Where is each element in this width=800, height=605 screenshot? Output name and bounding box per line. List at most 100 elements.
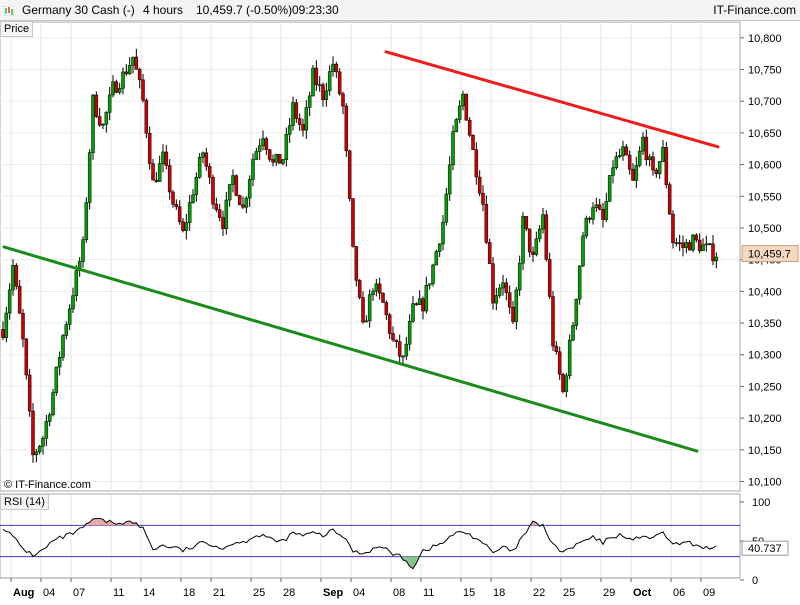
candle-body — [381, 292, 385, 303]
candle-body — [257, 145, 262, 152]
candle-body — [377, 283, 382, 294]
x-tick-label: 04 — [353, 587, 365, 599]
rsi-tick-label: 100 — [752, 497, 770, 509]
candle-body — [704, 243, 709, 246]
candle-body — [434, 251, 439, 266]
candle-body — [211, 177, 215, 205]
candle-body — [491, 263, 495, 304]
candle-body — [534, 238, 539, 255]
candle-body — [671, 213, 675, 244]
price-tick-label: 10,800 — [748, 33, 782, 45]
candle-body — [367, 294, 372, 322]
candle-body — [581, 235, 585, 267]
candle-body — [484, 203, 489, 243]
price-tick-label: 10,100 — [748, 476, 782, 488]
candle-body — [127, 65, 132, 75]
candle-body — [604, 201, 609, 220]
price-tick-label: 10,500 — [748, 223, 782, 235]
candle-body — [544, 214, 549, 260]
candle-body — [97, 116, 102, 126]
candle-body — [634, 165, 639, 181]
price-panel-label: Price — [0, 21, 34, 37]
candle-body — [631, 168, 635, 181]
candle-body — [437, 243, 442, 252]
candle-body — [244, 197, 249, 208]
rsi-oversold-fill — [409, 556, 413, 569]
candle-body — [161, 151, 165, 164]
candle-body — [464, 93, 469, 121]
candle-body — [461, 93, 465, 107]
ohlc-logo-icon — [3, 5, 15, 17]
candle-body — [667, 184, 672, 215]
candle-body — [391, 333, 395, 341]
x-tick-label: 06 — [673, 587, 685, 599]
rsi-tick-label: 0 — [752, 575, 758, 587]
rsi-oversold-fill — [413, 556, 417, 569]
candle-body — [344, 105, 349, 152]
x-tick-label: 25 — [253, 587, 265, 599]
candle-body — [394, 339, 399, 342]
candle-body — [221, 217, 225, 229]
candle-body — [427, 283, 432, 286]
candle-body — [144, 99, 149, 134]
candle-body — [1, 329, 5, 338]
rsi-overbought-fill — [99, 518, 103, 526]
candle-body — [57, 357, 62, 368]
candle-body — [497, 287, 502, 296]
watermark: © IT-Finance.com — [4, 479, 91, 491]
candle-body — [277, 154, 282, 164]
candle-body — [501, 282, 505, 289]
candle-body — [714, 256, 719, 262]
candle-body — [311, 67, 315, 97]
candle-body — [444, 193, 449, 223]
timeframe: 4 hours — [143, 3, 184, 17]
last-price-change: 10,459.7 (-0.50%) — [196, 3, 293, 17]
candle-body — [37, 445, 42, 453]
candle-body — [607, 175, 612, 202]
rsi-oversold-fill — [399, 556, 403, 560]
candle-body — [224, 199, 229, 229]
candle-body — [177, 206, 182, 223]
candle-body — [71, 295, 75, 310]
x-tick-label: 18 — [493, 587, 505, 599]
candle-body — [7, 289, 12, 314]
support-trendline — [2, 245, 699, 453]
candle-body — [307, 95, 312, 108]
resistance-trendline — [384, 50, 720, 149]
candle-body — [121, 71, 125, 89]
candle-body — [541, 214, 545, 230]
candle-body — [421, 298, 425, 312]
candle-body — [291, 102, 295, 126]
candle-body — [44, 421, 49, 439]
candle-body — [227, 184, 232, 201]
candle-body — [691, 234, 695, 251]
candle-body — [617, 155, 622, 157]
candle-body — [661, 147, 665, 162]
candle-body — [644, 136, 649, 161]
candle-body — [371, 290, 375, 295]
x-tick-label: 04 — [43, 587, 55, 599]
candle-body — [281, 159, 285, 164]
candle-body — [431, 264, 435, 284]
candle-body — [134, 56, 139, 70]
candle-body — [194, 177, 199, 196]
candle-body — [304, 107, 309, 131]
candle-body — [51, 392, 55, 416]
candle-body — [384, 302, 389, 316]
candle-body — [157, 163, 162, 182]
candle-body — [207, 166, 212, 178]
candle-body — [494, 295, 499, 304]
candle-body — [547, 259, 552, 297]
rsi-value-label: 40.737 — [748, 543, 782, 555]
candle-body — [687, 242, 692, 251]
instrument-name: Germany 30 Cash (-) — [22, 3, 135, 17]
x-tick-label: 14 — [143, 587, 155, 599]
candle-body — [564, 375, 569, 392]
candle-body — [17, 285, 22, 314]
candle-body — [41, 438, 45, 447]
candle-body — [341, 93, 345, 107]
candle-body — [657, 161, 662, 175]
rsi-overbought-fill — [126, 520, 130, 526]
